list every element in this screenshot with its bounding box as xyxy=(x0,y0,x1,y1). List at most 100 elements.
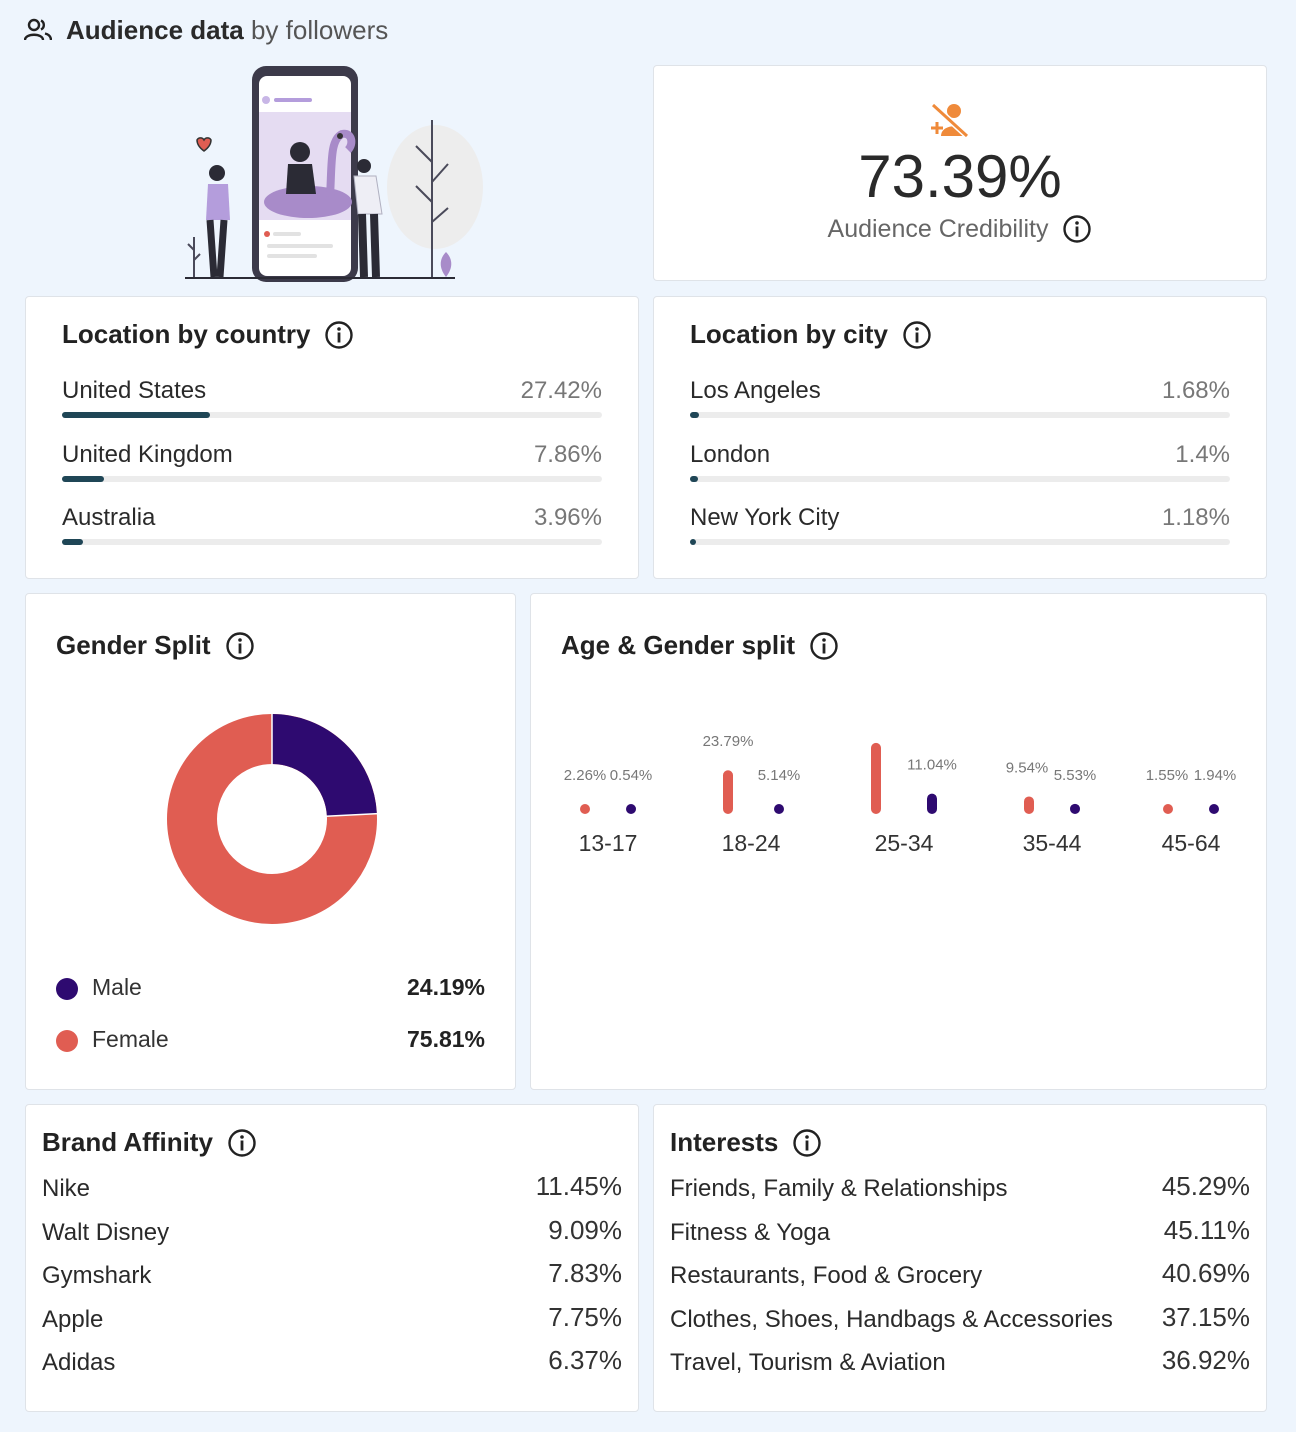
card-title: Brand Affinity xyxy=(42,1127,257,1158)
female-bar xyxy=(580,804,590,814)
male-data-label: 5.14% xyxy=(758,767,801,784)
male-data-label: 5.53% xyxy=(1054,767,1097,784)
male-bar xyxy=(1209,804,1219,814)
info-icon[interactable] xyxy=(324,320,354,350)
slice-separator xyxy=(325,812,378,818)
female-data-label: 1.55% xyxy=(1146,767,1189,784)
info-icon[interactable] xyxy=(792,1128,822,1158)
list-item: Apple 7.75% xyxy=(42,1302,622,1333)
legend-value: 24.19% xyxy=(406,974,485,1000)
list-item: Restaurants, Food & Grocery 40.69% xyxy=(670,1258,1250,1289)
age-gender-bar-chart: 2.26%0.54%13-1723.79%5.14%18-2438.66%11.… xyxy=(564,734,1237,856)
female-bar xyxy=(871,742,881,814)
country-row: United Kingdom 7.86% xyxy=(62,441,602,493)
city-row: Los Angeles 1.68% xyxy=(690,377,1230,429)
card-title: Location by city xyxy=(690,319,932,350)
interests-card: Interests Friends, Family & Relationship… xyxy=(653,1104,1267,1412)
credibility-value: 73.39% xyxy=(858,143,1062,210)
progress-fill xyxy=(62,539,84,545)
city-name: London xyxy=(690,441,771,468)
progress-track xyxy=(62,476,602,482)
card-title: Location by country xyxy=(62,319,354,350)
legend-male: Male 24.19% xyxy=(56,974,485,1004)
info-icon[interactable] xyxy=(902,320,932,350)
country-value: 7.86% xyxy=(533,441,602,468)
city-name: New York City xyxy=(690,504,840,531)
legend-value: 75.81% xyxy=(406,1026,485,1052)
credibility-label: Audience Credibility xyxy=(827,214,1049,243)
progress-fill xyxy=(690,539,697,545)
female-data-label: 2.26% xyxy=(564,767,607,784)
age-category-label: 35-44 xyxy=(1023,830,1082,856)
city-name: Los Angeles xyxy=(690,377,821,404)
list-item: Adidas 6.37% xyxy=(42,1345,622,1376)
legend-label: Female xyxy=(92,1026,169,1052)
credibility-icon xyxy=(930,102,970,138)
city-value: 1.68% xyxy=(1161,377,1230,404)
gender-split-card: Gender Split Male 24.19% Female 75.81% xyxy=(25,593,516,1090)
progress-track xyxy=(690,412,1230,418)
country-value: 3.96% xyxy=(533,504,602,531)
male-data-label: 0.54% xyxy=(610,767,653,784)
info-icon[interactable] xyxy=(225,631,255,661)
list-item: Walt Disney 9.09% xyxy=(42,1215,622,1246)
country-name: Australia xyxy=(62,504,156,531)
brand-affinity-card: Brand Affinity Nike 11.45% Walt Disney 9.0… xyxy=(25,1104,639,1412)
progress-fill xyxy=(62,476,105,482)
card-title: Gender Split xyxy=(56,630,255,661)
male-data-label: 1.94% xyxy=(1194,767,1237,784)
male-dot xyxy=(56,978,78,1000)
page-title: Audience data by followers xyxy=(66,14,389,45)
audience-illustration xyxy=(185,66,483,282)
city-row: London 1.4% xyxy=(690,441,1230,493)
legend-label: Male xyxy=(92,974,142,1000)
city-row: New York City 1.18% xyxy=(690,504,1230,556)
card-title: Age & Gender split xyxy=(561,630,839,661)
progress-fill xyxy=(690,412,700,418)
age-gender-card: Age & Gender split 2.26% 0.54% 13-17 23.79%… xyxy=(530,593,1267,1090)
credibility-label-row: Audience Credibility xyxy=(654,214,1266,244)
info-icon[interactable] xyxy=(227,1128,257,1158)
male-bar xyxy=(1070,803,1080,814)
female-dot xyxy=(56,1030,78,1052)
city-value: 1.18% xyxy=(1161,504,1230,531)
male-data-label: 11.04% xyxy=(907,757,957,774)
location-city-card: Location by city Los Angeles 1.68% Londo… xyxy=(653,296,1267,579)
progress-fill xyxy=(690,476,698,482)
country-row: United States 27.42% xyxy=(62,377,602,429)
progress-track xyxy=(690,476,1230,482)
female-data-label: 9.54% xyxy=(1006,759,1049,776)
list-item: Nike 11.45% xyxy=(42,1171,622,1202)
list-item: Gymshark 7.83% xyxy=(42,1258,622,1289)
female-bar xyxy=(1024,796,1034,814)
list-item: Friends, Family & Relationships 45.29% xyxy=(670,1171,1250,1202)
card-title: Interests xyxy=(670,1127,822,1158)
list-item: Clothes, Shoes, Handbags & Accessories 37… xyxy=(670,1302,1250,1333)
credibility-card: 73.39% Audience Credibility xyxy=(653,65,1267,281)
page-header: Audience data by followers xyxy=(24,14,388,46)
progress-track xyxy=(62,539,602,545)
list-item: Travel, Tourism & Aviation 36.92% xyxy=(670,1345,1250,1376)
country-value: 27.42% xyxy=(520,377,602,404)
age-category-label: 45-64 xyxy=(1162,830,1221,856)
progress-track xyxy=(690,539,1230,545)
legend-female: Female 75.81% xyxy=(56,1026,485,1056)
list-item: Fitness & Yoga 45.11% xyxy=(670,1215,1250,1246)
info-icon[interactable] xyxy=(1062,214,1092,244)
country-name: United States xyxy=(62,377,207,404)
female-bar xyxy=(723,770,733,814)
country-row: Australia 3.96% xyxy=(62,504,602,556)
age-category-label: 25-34 xyxy=(875,830,934,856)
country-name: United Kingdom xyxy=(62,441,233,468)
age-category-label: 13-17 xyxy=(579,830,638,856)
age-category-label: 18-24 xyxy=(722,830,781,856)
city-value: 1.4% xyxy=(1175,441,1230,468)
info-icon[interactable] xyxy=(809,631,839,661)
male-bar xyxy=(927,793,937,814)
location-country-card: Location by country United States 27.42%… xyxy=(25,296,639,579)
female-data-label: 23.79% xyxy=(703,734,754,750)
audience-icon xyxy=(24,18,52,41)
gender-donut-chart xyxy=(167,713,378,924)
progress-track xyxy=(62,412,602,418)
male-bar xyxy=(626,804,636,814)
